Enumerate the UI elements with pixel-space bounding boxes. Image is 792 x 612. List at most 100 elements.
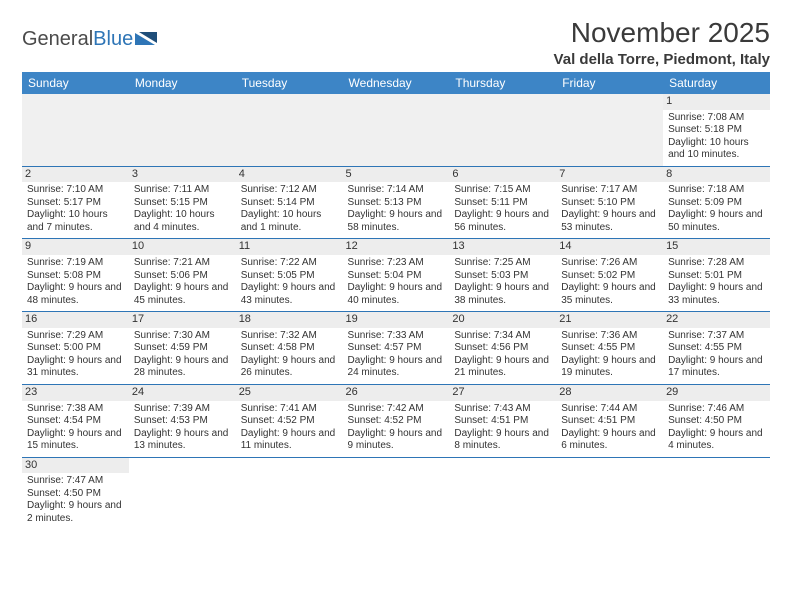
calendar-cell: 29Sunrise: 7:46 AMSunset: 4:50 PMDayligh…	[663, 384, 770, 457]
day-number: 25	[236, 385, 343, 401]
day-number: 3	[129, 167, 236, 183]
daylight-line: Daylight: 9 hours and 28 minutes.	[134, 355, 231, 380]
sunrise-line: Sunrise: 7:33 AM	[348, 330, 445, 343]
day-details: Sunrise: 7:12 AMSunset: 5:14 PMDaylight:…	[241, 184, 338, 234]
calendar-cell: 20Sunrise: 7:34 AMSunset: 4:56 PMDayligh…	[449, 312, 556, 385]
calendar-cell: 17Sunrise: 7:30 AMSunset: 4:59 PMDayligh…	[129, 312, 236, 385]
day-number: 14	[556, 239, 663, 255]
calendar-cell: 30Sunrise: 7:47 AMSunset: 4:50 PMDayligh…	[22, 457, 129, 529]
calendar-cell: 21Sunrise: 7:36 AMSunset: 4:55 PMDayligh…	[556, 312, 663, 385]
month-title: November 2025	[554, 18, 770, 49]
daylight-line: Daylight: 9 hours and 38 minutes.	[454, 282, 551, 307]
calendar-cell: 2Sunrise: 7:10 AMSunset: 5:17 PMDaylight…	[22, 166, 129, 239]
sunrise-line: Sunrise: 7:28 AM	[668, 257, 765, 270]
daylight-line: Daylight: 9 hours and 4 minutes.	[668, 428, 765, 453]
header: GeneralBlue November 2025 Val della Torr…	[22, 18, 770, 68]
daylight-line: Daylight: 9 hours and 26 minutes.	[241, 355, 338, 380]
sunrise-line: Sunrise: 7:22 AM	[241, 257, 338, 270]
day-number: 22	[663, 312, 770, 328]
day-details: Sunrise: 7:17 AMSunset: 5:10 PMDaylight:…	[561, 184, 658, 234]
calendar-row: 1 Sunrise: 7:08 AMSunset: 5:18 PMDaylight…	[22, 94, 770, 166]
day-number: 5	[343, 167, 450, 183]
sunset-line: Sunset: 5:15 PM	[134, 197, 231, 210]
sunrise-line: Sunrise: 7:17 AM	[561, 184, 658, 197]
daylight-line: Daylight: 9 hours and 33 minutes.	[668, 282, 765, 307]
sunset-line: Sunset: 4:50 PM	[27, 488, 124, 501]
day-details: Sunrise: 7:29 AMSunset: 5:00 PMDaylight:…	[27, 330, 124, 380]
day-number: 21	[556, 312, 663, 328]
day-number: 7	[556, 167, 663, 183]
daylight-line: Daylight: 9 hours and 50 minutes.	[668, 209, 765, 234]
sunrise-line: Sunrise: 7:47 AM	[27, 475, 124, 488]
day-details: Sunrise: 7:18 AMSunset: 5:09 PMDaylight:…	[668, 184, 765, 234]
calendar-cell: 11Sunrise: 7:22 AMSunset: 5:05 PMDayligh…	[236, 239, 343, 312]
sunrise-line: Sunrise: 7:29 AM	[27, 330, 124, 343]
sunset-line: Sunset: 4:55 PM	[668, 342, 765, 355]
day-details: Sunrise: 7:08 AMSunset: 5:18 PMDaylight:…	[668, 112, 765, 162]
sunset-line: Sunset: 5:18 PM	[668, 124, 765, 137]
day-number: 27	[449, 385, 556, 401]
calendar-cell	[449, 457, 556, 529]
calendar-cell: 15Sunrise: 7:28 AMSunset: 5:01 PMDayligh…	[663, 239, 770, 312]
day-details: Sunrise: 7:15 AMSunset: 5:11 PMDaylight:…	[454, 184, 551, 234]
daylight-line: Daylight: 9 hours and 53 minutes.	[561, 209, 658, 234]
calendar-row: 30Sunrise: 7:47 AMSunset: 4:50 PMDayligh…	[22, 457, 770, 529]
sunset-line: Sunset: 5:03 PM	[454, 270, 551, 283]
sunset-line: Sunset: 4:56 PM	[454, 342, 551, 355]
sunset-line: Sunset: 5:02 PM	[561, 270, 658, 283]
calendar-page: GeneralBlue November 2025 Val della Torr…	[0, 0, 792, 547]
calendar-cell	[663, 457, 770, 529]
calendar-row: 2Sunrise: 7:10 AMSunset: 5:17 PMDaylight…	[22, 166, 770, 239]
sunset-line: Sunset: 5:04 PM	[348, 270, 445, 283]
calendar-cell: 3Sunrise: 7:11 AMSunset: 5:15 PMDaylight…	[129, 166, 236, 239]
day-details: Sunrise: 7:42 AMSunset: 4:52 PMDaylight:…	[348, 403, 445, 453]
calendar-cell	[449, 94, 556, 166]
sunrise-line: Sunrise: 7:39 AM	[134, 403, 231, 416]
calendar-cell: 25 Sunrise: 7:41 AMSunset: 4:52 PMDayligh…	[236, 384, 343, 457]
daylight-line: Daylight: 9 hours and 2 minutes.	[27, 500, 124, 525]
day-details: Sunrise: 7:26 AMSunset: 5:02 PMDaylight:…	[561, 257, 658, 307]
logo: GeneralBlue	[22, 18, 159, 51]
calendar-cell: 26 Sunrise: 7:42 AMSunset: 4:52 PMDayligh…	[343, 384, 450, 457]
sunrise-line: Sunrise: 7:46 AM	[668, 403, 765, 416]
daylight-line: Daylight: 9 hours and 15 minutes.	[27, 428, 124, 453]
day-details: Sunrise: 7:41 AMSunset: 4:52 PMDaylight:…	[241, 403, 338, 453]
day-details: Sunrise: 7:32 AMSunset: 4:58 PMDaylight:…	[241, 330, 338, 380]
day-details: Sunrise: 7:37 AMSunset: 4:55 PMDaylight:…	[668, 330, 765, 380]
sunset-line: Sunset: 5:09 PM	[668, 197, 765, 210]
daylight-line: Daylight: 9 hours and 56 minutes.	[454, 209, 551, 234]
day-number: 17	[129, 312, 236, 328]
day-details: Sunrise: 7:44 AMSunset: 4:51 PMDaylight:…	[561, 403, 658, 453]
sunrise-line: Sunrise: 7:36 AM	[561, 330, 658, 343]
day-number: 26	[343, 385, 450, 401]
sunrise-line: Sunrise: 7:44 AM	[561, 403, 658, 416]
day-details: Sunrise: 7:33 AMSunset: 4:57 PMDaylight:…	[348, 330, 445, 380]
sunset-line: Sunset: 5:11 PM	[454, 197, 551, 210]
logo-text-1: General	[22, 28, 93, 51]
daylight-line: Daylight: 9 hours and 9 minutes.	[348, 428, 445, 453]
day-details: Sunrise: 7:38 AMSunset: 4:54 PMDaylight:…	[27, 403, 124, 453]
calendar-cell: 8Sunrise: 7:18 AMSunset: 5:09 PMDaylight…	[663, 166, 770, 239]
daylight-line: Daylight: 9 hours and 31 minutes.	[27, 355, 124, 380]
day-number: 1	[663, 94, 770, 110]
day-number: 6	[449, 167, 556, 183]
day-details: Sunrise: 7:47 AMSunset: 4:50 PMDaylight:…	[27, 475, 124, 525]
calendar-cell: 7Sunrise: 7:17 AMSunset: 5:10 PMDaylight…	[556, 166, 663, 239]
location: Val della Torre, Piedmont, Italy	[554, 51, 770, 68]
daylight-line: Daylight: 10 hours and 10 minutes.	[668, 137, 765, 162]
daylight-line: Daylight: 9 hours and 24 minutes.	[348, 355, 445, 380]
day-details: Sunrise: 7:22 AMSunset: 5:05 PMDaylight:…	[241, 257, 338, 307]
weekday-header: Tuesday	[236, 72, 343, 94]
sunset-line: Sunset: 4:51 PM	[454, 415, 551, 428]
daylight-line: Daylight: 9 hours and 21 minutes.	[454, 355, 551, 380]
sunrise-line: Sunrise: 7:11 AM	[134, 184, 231, 197]
calendar-cell: 14 Sunrise: 7:26 AMSunset: 5:02 PMDayligh…	[556, 239, 663, 312]
daylight-line: Daylight: 10 hours and 1 minute.	[241, 209, 338, 234]
sunrise-line: Sunrise: 7:23 AM	[348, 257, 445, 270]
sunrise-line: Sunrise: 7:19 AM	[27, 257, 124, 270]
calendar-cell	[343, 94, 450, 166]
calendar-cell	[556, 94, 663, 166]
day-number: 30	[22, 458, 129, 474]
sunset-line: Sunset: 5:01 PM	[668, 270, 765, 283]
calendar-cell: 9Sunrise: 7:19 AMSunset: 5:08 PMDaylight…	[22, 239, 129, 312]
